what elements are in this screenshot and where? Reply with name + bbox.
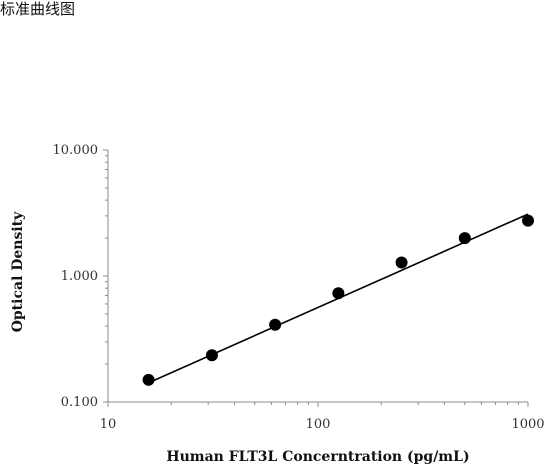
- data-point: [269, 318, 282, 331]
- data-point: [332, 287, 345, 300]
- y-tick-label: 10.000: [53, 143, 99, 158]
- data-points: [142, 214, 534, 386]
- y-tick-label: 1.000: [61, 269, 98, 284]
- y-axis-title: Optical Density: [10, 211, 26, 332]
- x-tick-label: 1000: [511, 417, 544, 432]
- y-tick-label: 0.100: [61, 395, 98, 410]
- page-heading: 标准曲线图: [0, 0, 76, 18]
- x-axis: 10 100 1000: [100, 401, 545, 432]
- x-axis-title: Human FLT3L Concerntration (pg/mL): [166, 449, 469, 465]
- data-point: [522, 214, 534, 227]
- data-point: [458, 232, 471, 245]
- y-axis: 0.100 1.000 10.000: [53, 143, 109, 410]
- x-tick-label: 100: [306, 417, 331, 432]
- data-point: [395, 256, 408, 269]
- x-tick-label: 10: [100, 417, 117, 432]
- data-point: [205, 349, 218, 362]
- data-point: [142, 373, 155, 386]
